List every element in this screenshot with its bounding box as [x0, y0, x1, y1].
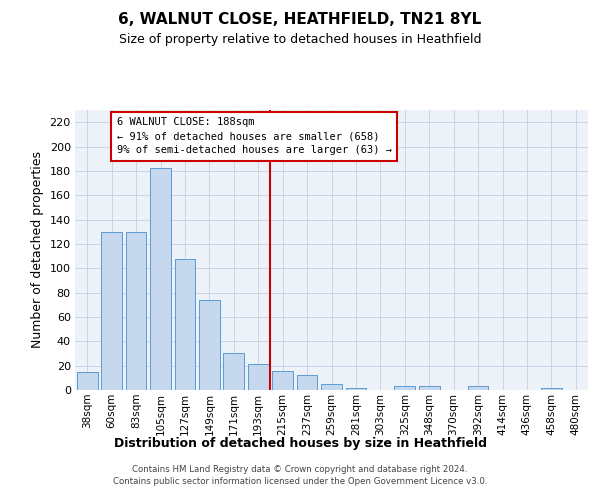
Bar [150, 168, 171, 390]
Bar [125, 232, 146, 390]
Text: Distribution of detached houses by size in Heathfield: Distribution of detached houses by size … [113, 438, 487, 450]
Bar [296, 376, 317, 390]
Text: Contains HM Land Registry data © Crown copyright and database right 2024.: Contains HM Land Registry data © Crown c… [132, 465, 468, 474]
Text: 6 WALNUT CLOSE: 188sqm
← 91% of detached houses are smaller (658)
9% of semi-det: 6 WALNUT CLOSE: 188sqm ← 91% of detached… [116, 118, 392, 156]
Bar [223, 354, 244, 390]
Bar [541, 388, 562, 390]
Bar [346, 388, 367, 390]
Bar [175, 258, 196, 390]
Y-axis label: Number of detached properties: Number of detached properties [31, 152, 44, 348]
Bar [394, 386, 415, 390]
Bar [77, 372, 98, 390]
Bar [321, 384, 342, 390]
Bar [272, 370, 293, 390]
Bar [199, 300, 220, 390]
Text: 6, WALNUT CLOSE, HEATHFIELD, TN21 8YL: 6, WALNUT CLOSE, HEATHFIELD, TN21 8YL [118, 12, 482, 28]
Bar [248, 364, 269, 390]
Bar [101, 232, 122, 390]
Bar [467, 386, 488, 390]
Text: Size of property relative to detached houses in Heathfield: Size of property relative to detached ho… [119, 32, 481, 46]
Bar [419, 386, 440, 390]
Text: Contains public sector information licensed under the Open Government Licence v3: Contains public sector information licen… [113, 477, 487, 486]
